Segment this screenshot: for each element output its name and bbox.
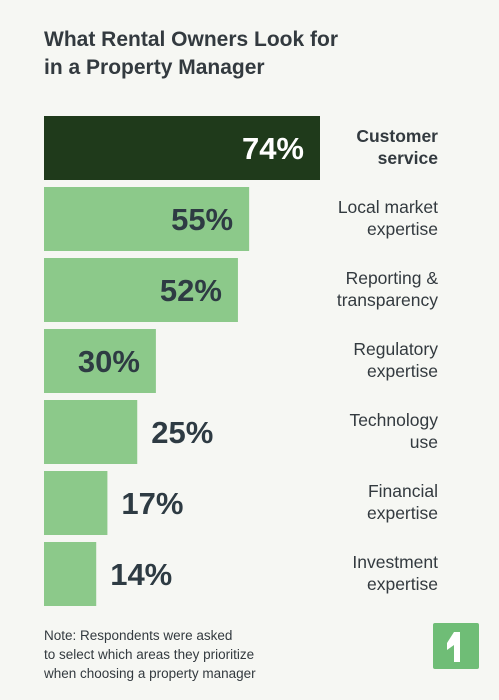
category-label-2-line-1: Reporting &: [346, 268, 439, 288]
chart-title: What Rental Owners Look for in a Propert…: [44, 26, 464, 82]
chart-title-line-2: in a Property Manager: [44, 56, 265, 79]
category-label-5-line-1: Financial: [368, 481, 438, 501]
category-label-4-line-1: Technology: [349, 410, 438, 430]
category-label-3-line-1: Regulatory: [353, 339, 438, 359]
bar-1: [44, 187, 250, 251]
category-label-3-line-2: expertise: [367, 361, 438, 381]
bar-6: [44, 542, 97, 606]
value-label-2: 52%: [160, 273, 222, 308]
bar-0: [44, 116, 320, 180]
bar-5: [44, 471, 108, 535]
chart-title-line-1: What Rental Owners Look for: [44, 28, 339, 51]
bar-3: [44, 329, 156, 393]
value-label-3: 30%: [78, 344, 140, 379]
value-label-4: 25%: [151, 415, 213, 450]
category-label-4-line-2: use: [410, 432, 438, 452]
category-label-1-line-1: Local market: [338, 197, 438, 217]
category-label-1-line-2: expertise: [367, 219, 438, 239]
footnote-line-1: Note: Respondents were asked: [44, 628, 233, 643]
footnote: Note: Respondents were asked to select w…: [44, 626, 344, 683]
category-label-2-line-2: transparency: [337, 290, 438, 310]
category-label-0-line-2: service: [378, 148, 439, 168]
category-label-6-line-2: expertise: [367, 574, 438, 594]
bar-4: [44, 400, 138, 464]
footnote-line-3: when choosing a property manager: [44, 666, 256, 681]
value-label-0: 74%: [242, 131, 304, 166]
bar-2: [44, 258, 238, 322]
category-label-6-line-1: Investment: [352, 552, 438, 572]
category-label-0-line-1: Customer: [356, 126, 438, 146]
value-label-1: 55%: [171, 202, 233, 237]
brand-mark-icon: [433, 623, 479, 669]
footnote-line-2: to select which areas they prioritize: [44, 647, 255, 662]
value-label-5: 17%: [121, 486, 183, 521]
value-label-6: 14%: [110, 557, 172, 592]
category-label-5-line-2: expertise: [367, 503, 438, 523]
